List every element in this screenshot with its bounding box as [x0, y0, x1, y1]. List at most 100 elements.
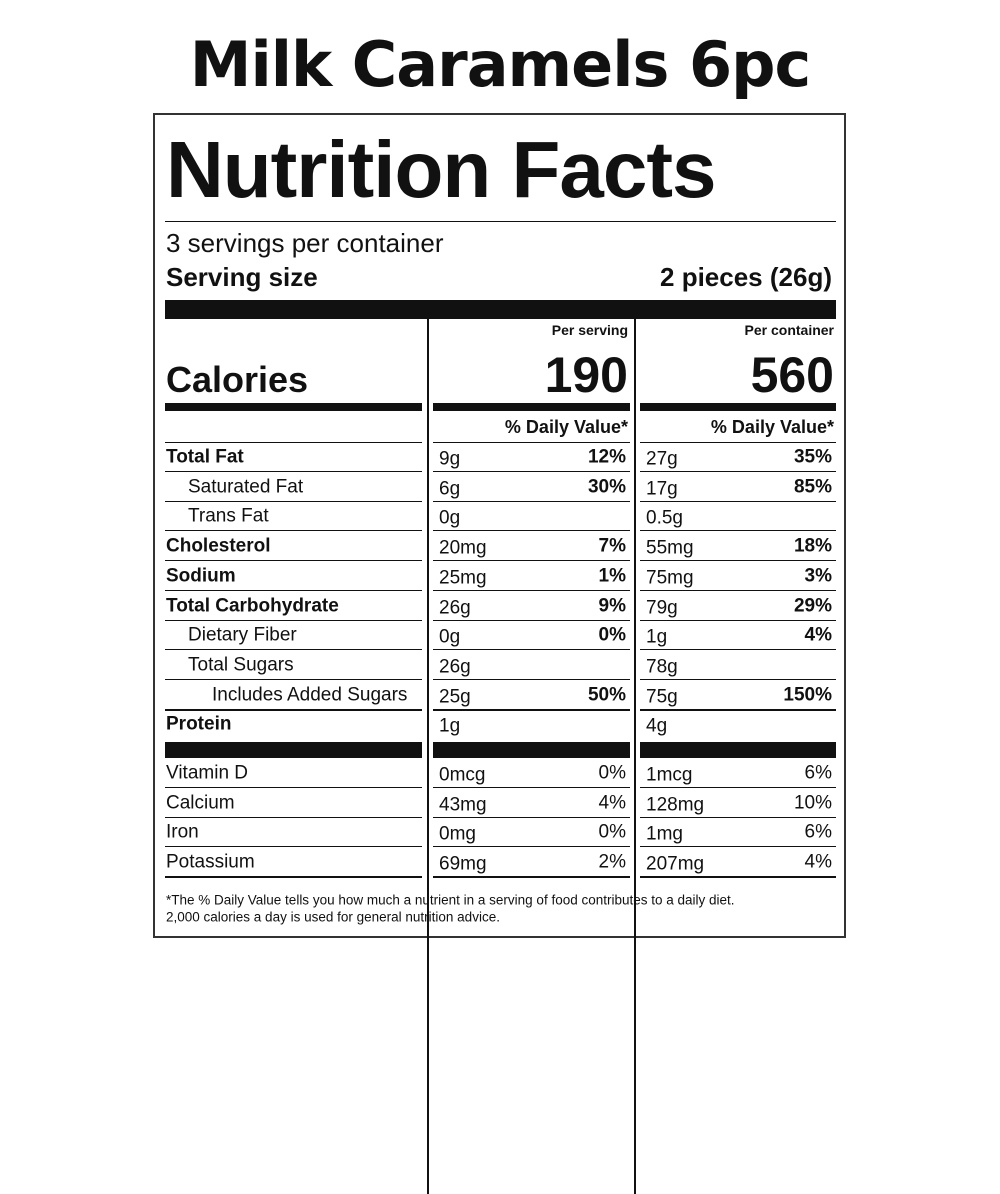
nutrient-dv: 18% — [793, 535, 832, 557]
vitamin-amount: 1mcg — [646, 764, 693, 786]
thick-rule — [433, 403, 630, 411]
row-rule — [640, 589, 836, 591]
nutrient-amount: 27g — [646, 448, 678, 470]
vitamin-name: Potassium — [166, 851, 255, 873]
column-divider — [427, 319, 429, 1194]
nutrient-name: Sodium — [166, 565, 236, 587]
vitamin-dv: 2% — [598, 851, 626, 873]
nutrient-amount: 20mg — [439, 537, 487, 559]
column-divider — [634, 319, 636, 1194]
column-header: Per container — [744, 322, 834, 338]
vitamin-dv: 6% — [804, 762, 832, 784]
nutrient-amount: 9g — [439, 448, 461, 470]
nutrient-name: Protein — [166, 713, 232, 735]
nutrient-dv: 35% — [793, 446, 832, 468]
row-rule — [165, 876, 422, 879]
nutrient-name: Cholesterol — [166, 535, 271, 557]
nutrient-amount: 25g — [439, 686, 471, 708]
row-rule — [640, 816, 836, 818]
calories-value: 190 — [544, 347, 628, 403]
vitamin-amount: 1mg — [646, 823, 683, 845]
row-rule — [433, 708, 630, 711]
nutrient-dv: 0% — [598, 624, 626, 646]
nutrient-amount: 79g — [646, 597, 678, 618]
row-rule — [640, 678, 836, 680]
nutrient-dv: 9% — [598, 595, 626, 616]
vitamin-dv: 0% — [598, 762, 626, 784]
nutrient-amount: 26g — [439, 597, 471, 618]
nutrient-name: Saturated Fat — [188, 476, 304, 498]
row-rule — [640, 530, 836, 532]
row-rule — [433, 500, 630, 502]
nutrient-dv: 7% — [598, 535, 626, 557]
nutrient-dv: 30% — [587, 476, 626, 498]
row-rule — [433, 876, 630, 879]
thin-rule — [640, 442, 836, 443]
vitamin-amount: 69mg — [439, 853, 487, 875]
row-rule — [165, 560, 422, 562]
thick-bar — [165, 300, 836, 319]
row-rule — [640, 619, 836, 621]
nutrient-dv: 4% — [804, 624, 832, 646]
vitamin-dv: 0% — [598, 821, 626, 843]
calories-value: 560 — [750, 347, 834, 403]
thick-bar — [640, 742, 836, 758]
row-rule — [165, 589, 422, 591]
row-rule — [433, 816, 630, 818]
nutrient-dv: 1% — [598, 565, 626, 587]
row-rule — [640, 560, 836, 562]
row-rule — [433, 530, 630, 532]
row-rule — [433, 560, 630, 562]
nutrient-name: Total Fat — [166, 446, 244, 468]
nutrient-amount: 75mg — [646, 567, 694, 589]
nutrient-amount: 1g — [646, 626, 668, 648]
row-rule — [165, 619, 422, 621]
nutrient-amount: 0.5g — [646, 507, 683, 529]
dv-header: % Daily Value* — [504, 417, 628, 437]
serving-size: 2 pieces (26g) — [660, 262, 832, 292]
row-rule — [165, 649, 422, 651]
label-box — [153, 113, 846, 938]
nutrient-amount: 0g — [439, 626, 461, 648]
nutrient-amount: 75g — [646, 686, 678, 708]
nutrient-amount: 78g — [646, 656, 678, 678]
row-rule — [640, 708, 836, 711]
vitamin-dv: 4% — [804, 851, 832, 873]
nutrient-dv: 85% — [793, 476, 832, 498]
nutrient-amount: 0g — [439, 507, 461, 529]
row-rule — [640, 876, 836, 879]
vitamin-amount: 0mcg — [439, 764, 486, 786]
nutrient-amount: 25mg — [439, 567, 487, 589]
row-rule — [640, 649, 836, 651]
row-rule — [165, 678, 422, 680]
row-rule — [433, 619, 630, 621]
vitamin-name: Vitamin D — [166, 762, 249, 784]
row-rule — [165, 846, 422, 848]
vitamin-name: Iron — [166, 821, 199, 843]
row-rule — [165, 816, 422, 818]
row-rule — [165, 530, 422, 532]
nutrient-amount: 1g — [439, 715, 461, 737]
heading: Nutrition Facts — [166, 125, 716, 214]
nutrient-amount: 26g — [439, 656, 471, 678]
row-rule — [165, 787, 422, 788]
row-rule — [165, 500, 422, 502]
dv-header: % Daily Value* — [710, 417, 834, 437]
serving-size-label: Serving size — [166, 262, 318, 292]
vitamin-amount: 0mg — [439, 823, 476, 845]
thick-rule — [165, 403, 422, 411]
vitamin-dv: 10% — [793, 792, 832, 814]
nutrient-amount: 6g — [439, 478, 461, 500]
row-rule — [433, 471, 630, 472]
vitamin-dv: 4% — [598, 792, 626, 814]
row-rule — [433, 649, 630, 651]
thin-rule — [165, 442, 422, 443]
row-rule — [433, 589, 630, 591]
thick-bar — [165, 742, 422, 758]
vitamin-amount: 43mg — [439, 794, 487, 816]
calories-label: Calories — [166, 359, 309, 400]
nutrient-name: Total Sugars — [188, 654, 294, 676]
vitamin-amount: 207mg — [646, 853, 705, 875]
footnote: 2,000 calories a day is used for general… — [166, 909, 500, 925]
nutrient-dv: 150% — [783, 684, 832, 706]
